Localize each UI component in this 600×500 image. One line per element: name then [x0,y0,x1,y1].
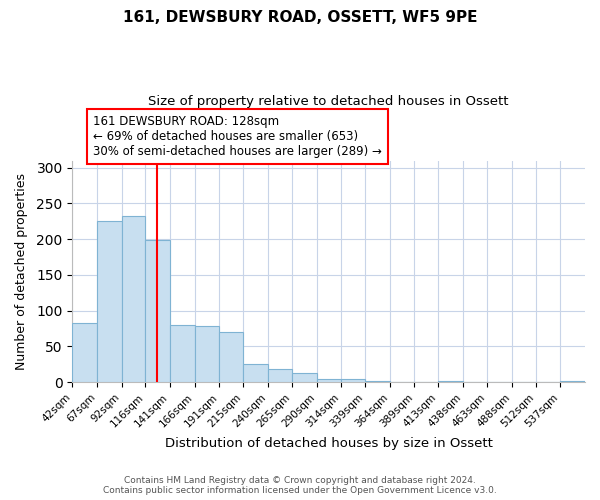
Text: 161, DEWSBURY ROAD, OSSETT, WF5 9PE: 161, DEWSBURY ROAD, OSSETT, WF5 9PE [123,10,477,25]
Bar [268,368,292,382]
Bar [170,325,194,382]
Text: 161 DEWSBURY ROAD: 128sqm
← 69% of detached houses are smaller (653)
30% of semi: 161 DEWSBURY ROAD: 128sqm ← 69% of detac… [93,116,382,158]
X-axis label: Distribution of detached houses by size in Ossett: Distribution of detached houses by size … [165,437,493,450]
Bar [97,220,122,382]
Bar [243,364,268,382]
Bar [292,373,317,382]
Bar [220,332,243,382]
Title: Size of property relative to detached houses in Ossett: Size of property relative to detached ho… [148,95,509,108]
Bar [194,326,220,382]
Bar [73,324,97,382]
Text: Contains HM Land Registry data © Crown copyright and database right 2024.
Contai: Contains HM Land Registry data © Crown c… [103,476,497,495]
Bar [122,216,145,382]
Bar [317,379,341,382]
Bar [341,379,365,382]
Y-axis label: Number of detached properties: Number of detached properties [15,173,28,370]
Bar [145,240,170,382]
